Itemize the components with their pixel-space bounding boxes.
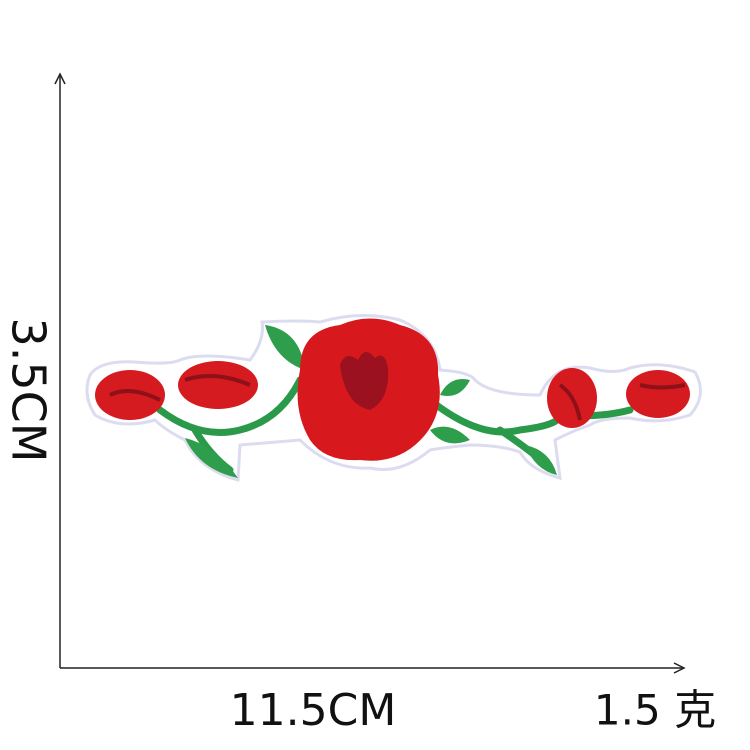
flowers <box>95 318 690 461</box>
patch <box>85 314 702 482</box>
weight-label: 1.5 克 <box>594 686 716 735</box>
dimension-axes <box>54 72 686 674</box>
height-label: 3.5CM <box>2 318 56 463</box>
leaves <box>185 325 557 478</box>
width-label: 11.5CM <box>230 685 397 736</box>
